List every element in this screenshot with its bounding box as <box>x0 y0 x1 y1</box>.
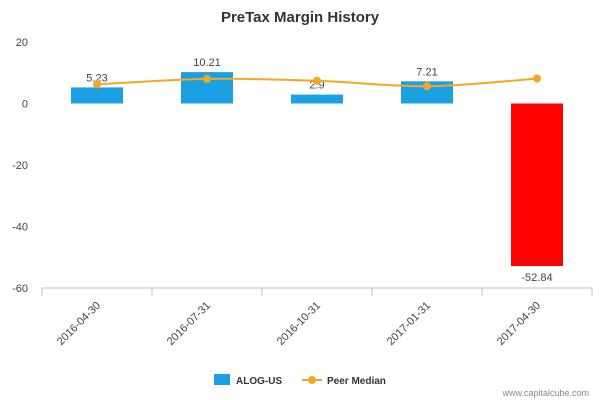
bar-data-label: 10.21 <box>193 57 221 69</box>
peer-median-point <box>313 76 321 85</box>
bar-data-label: -52.84 <box>521 272 552 284</box>
legend-marker-peer <box>308 376 316 384</box>
peer-median-point <box>203 74 211 83</box>
x-tick-label: 2016-07-31 <box>165 300 213 348</box>
x-tick-label: 2016-10-31 <box>275 300 323 348</box>
y-tick-label: 20 <box>16 37 28 49</box>
legend-label-alog: ALOG-US <box>236 376 282 387</box>
bar <box>511 103 563 266</box>
bar-data-label: 5.23 <box>86 72 107 84</box>
x-axis: 2016-04-30 2016-07-31 2016-10-31 2017-01-31… <box>41 288 593 348</box>
peer-median-point <box>93 80 101 89</box>
peer-median-point <box>533 74 541 83</box>
legend-label-peer: Peer Median <box>327 376 386 387</box>
credit-text: www.capitalcube.com <box>501 388 589 398</box>
bar <box>71 87 123 104</box>
legend: ALOG-US Peer Median <box>214 374 386 387</box>
y-tick-label: 0 <box>22 99 28 111</box>
peer-median-point <box>423 82 431 91</box>
y-tick-label: -60 <box>12 283 28 295</box>
y-tick-label: -40 <box>12 222 28 234</box>
x-tick-label: 2017-01-31 <box>385 300 433 348</box>
bar-data-labels: 5.23 10.21 2.9 7.21 -52.84 <box>86 57 552 284</box>
y-tick-label: -20 <box>12 160 28 172</box>
chart-title: PreTax Margin History <box>221 9 380 26</box>
bar <box>291 94 343 104</box>
bar-data-label: 7.21 <box>416 66 437 78</box>
x-tick-label: 2016-04-30 <box>55 300 103 348</box>
peer-median-series <box>93 74 541 91</box>
y-axis: 20 0 -20 -40 -60 <box>12 37 28 295</box>
bar-data-label: 2.9 <box>309 80 324 92</box>
legend-swatch-alog <box>214 374 230 385</box>
bar-series <box>71 72 563 266</box>
x-tick-label: 2017-04-30 <box>495 300 543 348</box>
